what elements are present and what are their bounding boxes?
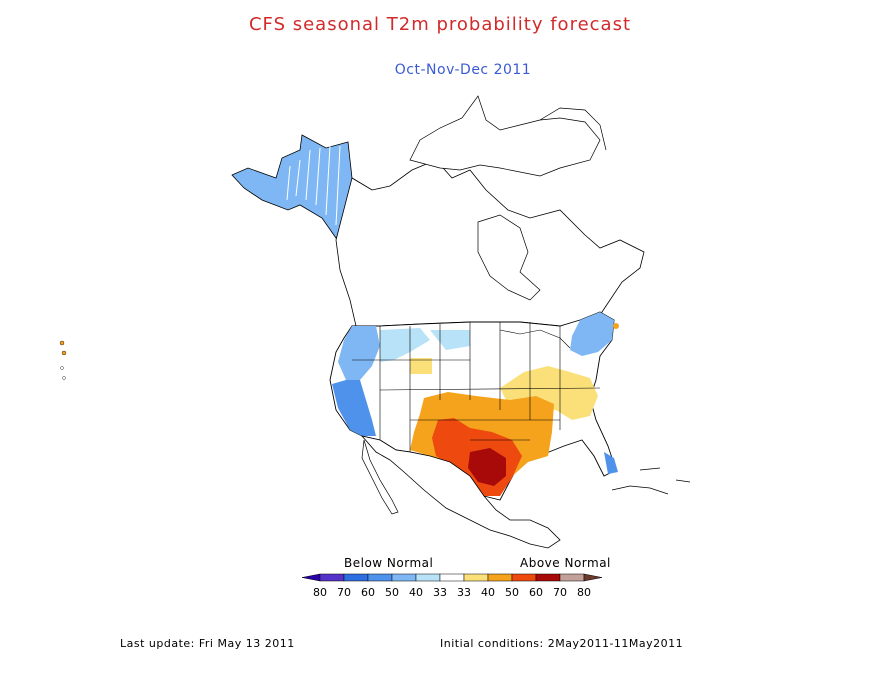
region-mexico (360, 435, 561, 549)
colorbar-tick-label: 60 (529, 586, 543, 599)
map-title: CFS seasonal T2m probability forecast (248, 14, 632, 35)
state-borders (352, 322, 601, 452)
colorbar-tick-label: 50 (505, 586, 519, 599)
alaska-hatching (286, 145, 341, 226)
colorbar-swatch (535, 573, 561, 582)
region-new-england (570, 312, 614, 356)
region-california-coast (332, 380, 376, 436)
colorbar-arrow-right (583, 573, 603, 582)
legend-above-label: Above Normal (520, 556, 611, 570)
footer-last-update: Last update: Fri May 13 2011 (120, 637, 295, 650)
caribbean-islands (611, 467, 691, 495)
colorbar-tick-label: 80 (577, 586, 591, 599)
colorbar-swatch (559, 573, 585, 582)
hudson-bay (477, 214, 541, 301)
region-northern-rockies (380, 328, 430, 362)
region-florida-tip (604, 452, 618, 474)
colorbar-tick-label: 33 (433, 586, 447, 599)
legend-below-label: Below Normal (344, 556, 434, 570)
colorbar-swatch (391, 573, 417, 582)
arctic-islands (409, 95, 601, 177)
baja-california (361, 439, 399, 515)
colorbar-tick-label: 50 (385, 586, 399, 599)
colorbar-tick-label: 70 (337, 586, 351, 599)
colorbar-tick-label: 70 (553, 586, 567, 599)
color-bar: 80 70 60 50 40 33 33 40 50 60 70 80 (301, 573, 603, 599)
colorbar-tick-label: 60 (361, 586, 375, 599)
footer-initial-conditions: Initial conditions: 2May2011-11May2011 (440, 637, 684, 650)
region-central-texas (468, 448, 506, 486)
nova-scotia-dot (613, 323, 619, 329)
region-wyoming-yellow (410, 358, 432, 374)
map-subtitle: Oct-Nov-Dec 2011 (394, 62, 532, 78)
colorbar-tick-label: 80 (313, 586, 327, 599)
colorbar-tick-label: 33 (457, 586, 471, 599)
colorbar-swatch (511, 573, 537, 582)
colorbar-swatch (487, 573, 513, 582)
colorbar-swatch (463, 573, 489, 582)
colorbar-swatch (343, 573, 369, 582)
colorbar-swatch (439, 573, 465, 582)
colorbar-swatch (367, 573, 393, 582)
greenland-edge (539, 107, 607, 151)
hawaii-dots (59, 340, 67, 380)
colorbar-arrow-left (301, 573, 321, 582)
region-pacific-northwest (338, 326, 380, 380)
colorbar-tick-label: 40 (481, 586, 495, 599)
colorbar-swatch (415, 573, 441, 582)
colorbar-tick-label: 40 (409, 586, 423, 599)
forecast-map (59, 95, 691, 549)
colorbar-swatch (319, 573, 345, 582)
